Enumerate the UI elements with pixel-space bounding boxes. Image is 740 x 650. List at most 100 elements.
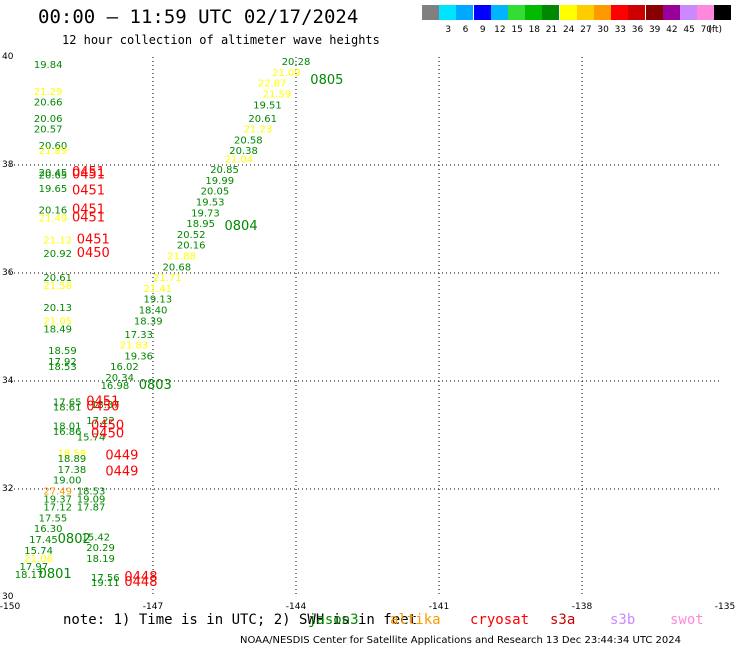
pass-time-label: 0801 <box>39 567 72 582</box>
colorbar-swatch <box>559 5 577 20</box>
pass-time-label: 0450 <box>91 419 124 434</box>
colorbar-label: 36 <box>631 25 644 35</box>
wave-height-label: 17.97 <box>20 562 49 573</box>
wave-height-label: 21.04 <box>225 154 254 165</box>
wave-height-label: 20.06 <box>34 114 63 125</box>
colorbar-swatch <box>680 5 697 20</box>
wave-height-label: 17.45 <box>29 535 58 546</box>
pass-time-label: 0803 <box>139 378 172 393</box>
wave-height-label: 21.88 <box>167 252 196 263</box>
pass-time-label: 0451 <box>77 232 110 247</box>
colorbar-label: 42 <box>666 25 678 35</box>
colorbar-swatch <box>473 5 491 20</box>
wave-height-label: 17.56 <box>91 573 120 584</box>
colorbar-swatch <box>542 5 560 20</box>
colorbar-swatch <box>576 5 594 20</box>
colorbar-swatch <box>490 5 508 20</box>
colorbar-swatch <box>611 5 629 20</box>
wave-height-label: 19.53 <box>196 198 225 209</box>
pass-time-label: 0448 <box>124 570 157 585</box>
wave-height-label: 16.86 <box>53 427 82 438</box>
pass-time-label: 0450 <box>91 427 124 442</box>
wave-height-label: 20.29 <box>86 543 115 554</box>
x-tick-label: -147 <box>142 602 164 612</box>
wave-height-label: 21.49 <box>39 214 68 225</box>
footer-credit: NOAA/NESDIS Center for Satellite Applica… <box>240 635 682 646</box>
wave-height-label: 17.55 <box>39 513 68 524</box>
pass-time-label: 0451 <box>72 203 105 218</box>
wave-height-label: 21.59 <box>263 90 292 101</box>
wave-height-label: 15.42 <box>82 532 111 543</box>
pass-time-label: 0451 <box>86 394 119 409</box>
wave-height-label: 15.74 <box>77 432 106 443</box>
colorbar-label: 21 <box>545 25 558 35</box>
pass-time-label: 0449 <box>105 448 138 463</box>
satellite-jason3: jason3 <box>308 612 359 628</box>
wave-height-label: 17.87 <box>77 503 106 514</box>
colorbar-label: 6 <box>462 25 469 35</box>
wave-height-label: 20.52 <box>177 230 206 241</box>
wave-height-label: 21.58 <box>43 281 72 292</box>
wave-height-label: 17.33 <box>124 330 153 341</box>
map-plot[interactable]: 19.84 21.29 20.66 20.06 20.57 20.60 21.89 20.45… <box>10 36 725 601</box>
wave-height-label: 16.98 <box>101 381 130 392</box>
wave-height-label: 20.58 <box>234 135 263 146</box>
colorbar-swatch <box>628 5 646 20</box>
pass-time-label: 0450 <box>77 246 110 261</box>
colorbar-label: 24 <box>562 25 575 35</box>
wave-height-label: 20.85 <box>210 165 239 176</box>
wave-height-label: 19.73 <box>191 208 220 219</box>
wave-height-label: 16.30 <box>34 524 63 535</box>
wave-height-label: 19.65 <box>39 184 68 195</box>
colorbar-label: 3 <box>445 25 452 35</box>
y-tick-label: 34 <box>2 376 14 386</box>
wave-height-label: 17.65 <box>53 397 82 408</box>
colorbar-swatch <box>697 5 715 20</box>
page-title: 00:00 – 11:59 UTC 02/17/2024 <box>38 6 359 28</box>
wave-height-label: 20.60 <box>39 141 68 152</box>
wave-height-label: 18.40 <box>139 306 168 317</box>
y-tick-label: 38 <box>2 160 14 170</box>
pass-time-label: 0451 <box>72 165 105 180</box>
wave-height-label: 20.38 <box>229 146 258 157</box>
wave-height-label: 20.68 <box>163 262 192 273</box>
wave-height-label: 20.61 <box>248 114 277 125</box>
pass-time-label: 0805 <box>310 73 343 88</box>
wave-height-label: 18.37 <box>91 400 120 411</box>
satellite-cryosat: cryosat <box>470 612 530 628</box>
x-tick-label: -135 <box>714 602 736 612</box>
wave-height-label: 18.89 <box>58 454 87 465</box>
y-tick-label: 40 <box>2 52 14 62</box>
wave-height-label: 18.61 <box>53 403 82 414</box>
wave-height-label: 18.95 <box>186 219 215 230</box>
wave-height-label: 21.71 <box>153 273 182 284</box>
x-tick-label: -138 <box>571 602 593 612</box>
colorbar-label: 18 <box>528 25 541 35</box>
wave-height-label: 15.74 <box>24 546 53 557</box>
wave-height-label: 17.92 <box>48 357 77 368</box>
colorbar-label: 39 <box>648 25 661 35</box>
wave-height-label: 16.02 <box>110 362 139 373</box>
wave-height-label: 19.09 <box>77 495 106 506</box>
wave-height-label: 18.39 <box>134 316 163 327</box>
colorbar-label: 9 <box>479 25 486 35</box>
colorbar-swatch <box>525 5 543 20</box>
wave-height-label: 21.12 <box>43 235 72 246</box>
wave-height-label: 21.83 <box>120 341 149 352</box>
wave-height-label: 20.13 <box>43 303 72 314</box>
colorbar-label: 27 <box>580 25 592 35</box>
wave-height-label: 21.09 <box>272 68 301 79</box>
wave-height-label: 27.49 <box>43 486 72 497</box>
wave-height-label: 19.11 <box>91 578 120 589</box>
y-tick-label: 36 <box>2 268 14 278</box>
wave-height-label: 18.01 <box>53 422 82 433</box>
colorbar-unit: (ft) <box>708 25 722 35</box>
wave-height-label: 21.41 <box>143 284 172 295</box>
colorbar-swatch <box>662 5 680 20</box>
wave-height-label: 18.19 <box>86 554 115 565</box>
note-text: note: 1) Time is in UTC; 2) SWH is in fe… <box>63 612 418 628</box>
pass-time-label: 0451 <box>72 211 105 226</box>
wave-height-label: 21.89 <box>39 146 68 157</box>
colorbar-label: 70 <box>700 25 713 35</box>
colorbar-swatch <box>714 5 732 20</box>
